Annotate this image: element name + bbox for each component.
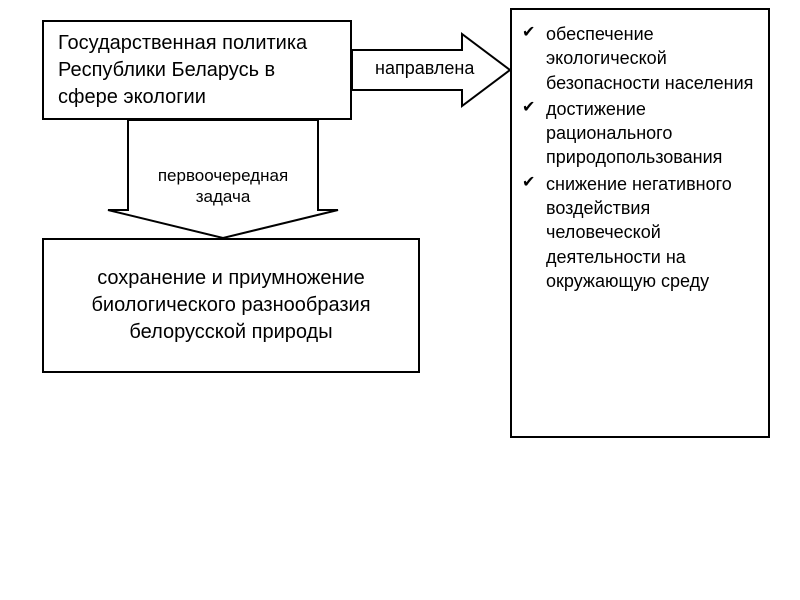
main-policy-box: Государственная политика Республики Бела…: [42, 20, 352, 120]
goals-item-text: снижение негативного воздействия человеч…: [546, 174, 732, 291]
goals-item: обеспечение экологической безопасности н…: [546, 22, 758, 95]
goals-box: обеспечение экологической безопасности н…: [510, 8, 770, 438]
main-policy-text: Государственная политика Республики Бела…: [58, 30, 336, 111]
arrow-right-label: направлена: [375, 58, 474, 79]
bottom-task-text: сохранение и приумножение биологического…: [58, 265, 404, 346]
bottom-task-box: сохранение и приумножение биологического…: [42, 238, 420, 373]
goals-item-text: достижение рационального природопользова…: [546, 99, 722, 168]
goals-item-text: обеспечение экологической безопасности н…: [546, 24, 753, 93]
goals-item: достижение рационального природопользова…: [546, 97, 758, 170]
goals-list: обеспечение экологической безопасности н…: [520, 22, 758, 293]
arrow-down-label: первоочередная задача: [148, 165, 298, 208]
goals-item: снижение негативного воздействия человеч…: [546, 172, 758, 293]
